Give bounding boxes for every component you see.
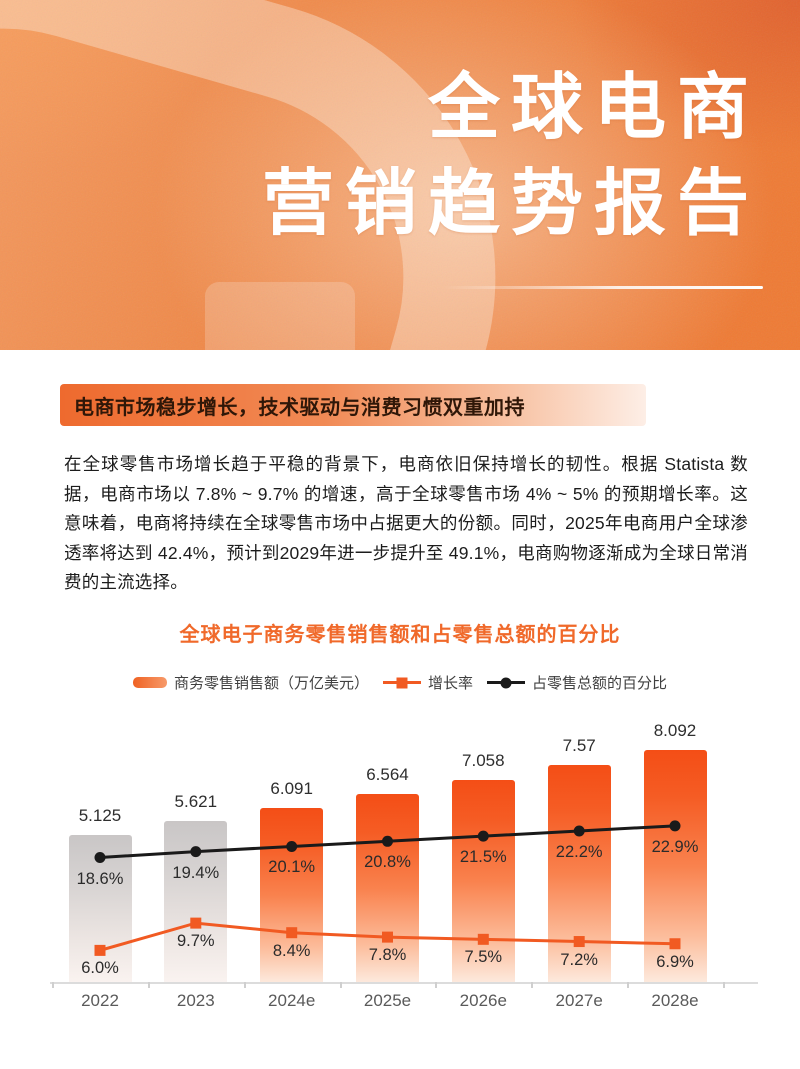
bar-swatch-icon <box>132 677 167 688</box>
x-axis-tick <box>339 982 342 988</box>
decorative-square <box>205 282 355 350</box>
share-point-label: 20.1% <box>268 858 316 877</box>
legend-label-share: 占零售总额的百分比 <box>532 675 668 692</box>
legend-item-growth: 增长率 <box>382 672 473 693</box>
title-underline <box>443 286 763 289</box>
x-axis-tick <box>722 982 725 988</box>
legend-label-growth: 增长率 <box>427 675 473 692</box>
dot-marker-icon <box>500 677 512 688</box>
growth-point-icon <box>94 944 106 956</box>
bar-value-label: 7.058 <box>462 750 505 770</box>
growth-point-icon <box>190 917 202 929</box>
bar-value-label: 6.564 <box>366 764 409 784</box>
x-axis-label: 2024e <box>268 991 316 1010</box>
share-point-label: 22.9% <box>651 837 699 856</box>
x-axis-tick <box>147 982 150 988</box>
page-title: 全球电商 营销趋势报告 <box>262 60 760 252</box>
growth-point-icon <box>286 927 298 939</box>
share-point-label: 18.6% <box>76 869 124 888</box>
share-point-icon <box>286 840 298 852</box>
growth-point-label: 6.0% <box>81 959 119 978</box>
chart-lines <box>94 820 681 956</box>
x-axis-label: 2022 <box>81 991 119 1010</box>
x-axis-label: 2027e <box>555 991 603 1010</box>
legend-item-share: 占零售总额的百分比 <box>487 672 667 693</box>
share-point-icon <box>382 835 393 847</box>
share-point-label: 21.5% <box>459 848 507 867</box>
x-axis-label: 2025e <box>363 991 412 1010</box>
bar-value-label: 5.621 <box>174 792 218 812</box>
section-heading-text: 电商市场稳步增长，技术驱动与消费习惯双重加持 <box>74 396 525 419</box>
bar-2026e <box>451 779 515 983</box>
share-point-label: 22.2% <box>555 842 603 861</box>
share-point-icon <box>573 825 585 837</box>
bar-value-label: 8.092 <box>653 720 697 740</box>
share-point-icon <box>477 830 489 842</box>
growth-point-icon <box>573 936 585 948</box>
growth-point-label: 8.4% <box>272 941 311 960</box>
x-axis-label: 2026e <box>459 991 507 1010</box>
growth-point-label: 7.8% <box>368 946 407 965</box>
share-point-icon <box>669 820 681 832</box>
chart-legend: 商务零售销售额（万亿美元） 增长率 占零售总额的百分比 <box>0 672 800 693</box>
growth-point-label: 9.7% <box>176 932 215 951</box>
x-axis-tick <box>627 982 630 988</box>
x-axis-line <box>50 982 758 984</box>
x-axis-tick <box>435 982 438 988</box>
share-point-icon <box>190 846 202 858</box>
page-title-line1: 全球电商 <box>427 68 760 148</box>
section-heading-badge: 电商市场稳步增长，技术驱动与消费习惯双重加持 <box>60 384 646 426</box>
share-point-label: 19.4% <box>172 863 220 882</box>
x-axis-tick <box>52 982 55 988</box>
body-paragraph: 在全球零售市场增长趋于平稳的背景下，电商依旧保持增长的韧性。根据 Statist… <box>64 454 748 592</box>
bar-2024e <box>260 807 324 983</box>
growth-point-label: 7.2% <box>560 950 598 969</box>
bar-value-label: 6.091 <box>270 778 313 798</box>
bar-value-label: 7.57 <box>562 735 596 755</box>
square-marker-icon <box>396 677 408 688</box>
x-axis-label: 2023 <box>176 991 215 1010</box>
legend-label-sales: 商务零售销售额（万亿美元） <box>173 675 369 692</box>
growth-point-icon <box>477 933 489 945</box>
growth-point-icon <box>382 931 393 943</box>
growth-point-label: 7.5% <box>464 948 503 967</box>
x-axis-label: 2028e <box>651 991 699 1010</box>
bar-2025e <box>356 793 419 983</box>
line-dot-swatch-icon <box>487 677 525 688</box>
x-axis-tick <box>531 982 534 988</box>
share-point-label: 20.8% <box>364 853 411 872</box>
header-banner: 全球电商 营销趋势报告 <box>0 0 800 350</box>
x-axis-tick <box>243 982 246 988</box>
growth-point-icon <box>669 938 681 950</box>
page-title-line2: 营销趋势报告 <box>261 164 760 244</box>
bar-value-label: 5.125 <box>78 806 122 826</box>
share-point-icon <box>94 852 106 864</box>
chart-title: 全球电子商务零售销售额和占零售总额的百分比 <box>179 624 621 646</box>
line-square-swatch-icon <box>382 677 421 688</box>
legend-item-sales: 商务零售销售额（万亿美元） <box>132 672 369 693</box>
growth-point-label: 6.9% <box>656 952 694 971</box>
